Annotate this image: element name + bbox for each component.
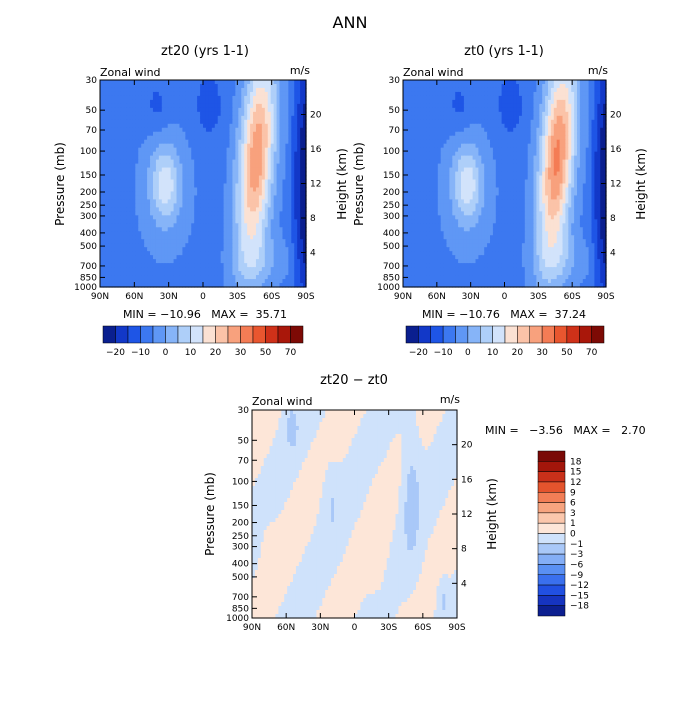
plot-area: 90N 60N 30N 0 30S 60S 90S 30 50 70 100 150 200 250300…	[74, 76, 322, 302]
panel-title: zt0 (yrs 1-1)	[464, 44, 544, 59]
y-tick-label: 500	[80, 242, 97, 252]
colorbar-label: 0	[163, 348, 169, 358]
x-tick-label: 0	[200, 292, 206, 302]
right-axis-label: Height (km)	[634, 148, 648, 219]
colorbar-label: 70	[285, 348, 297, 358]
variable-label: Zonal wind	[403, 66, 464, 79]
colorbar-swatch	[153, 326, 166, 343]
colorbar-swatch	[291, 326, 304, 343]
colorbar-swatch	[203, 326, 216, 343]
colorbar-swatch	[166, 326, 179, 343]
panel-title: zt20 (yrs 1-1)	[161, 44, 249, 59]
colorbar-swatch	[253, 326, 266, 343]
units-label: m/s	[588, 64, 608, 77]
colorbar-swatch	[216, 326, 229, 343]
y-axis-label: Pressure (mb)	[352, 142, 366, 226]
height-tick-label: 12	[310, 180, 321, 190]
colorbar-swatch	[141, 326, 154, 343]
x-tick-label: 30S	[229, 292, 246, 302]
y-tick-label: 400	[80, 229, 97, 239]
colorbar-swatch	[278, 326, 291, 343]
x-tick-label: 30N	[160, 292, 178, 302]
colorbar-label: 10	[185, 348, 197, 358]
x-tick-label: 90S	[297, 292, 314, 302]
y-tick-label: 70	[86, 126, 98, 136]
y-axis-label: Pressure (mb)	[53, 142, 67, 226]
page-title: ANN	[333, 13, 368, 32]
height-tick-label: 8	[310, 214, 316, 224]
colorbar-label: 30	[235, 348, 247, 358]
y-tick-label: 850	[80, 273, 97, 283]
variable-label: Zonal wind	[100, 66, 161, 79]
colorbar-swatch	[128, 326, 141, 343]
colorbar-swatch	[241, 326, 254, 343]
colorbar-swatch	[103, 326, 116, 343]
colorbar-swatch	[178, 326, 191, 343]
y-tick-label: 150	[80, 171, 97, 181]
x-tick-label: 90N	[91, 292, 109, 302]
y-tick-label: 200	[80, 188, 97, 198]
units-label: m/s	[290, 64, 310, 77]
height-tick-label: 4	[310, 249, 316, 259]
colorbar-swatch	[228, 326, 241, 343]
colorbar-label: −20	[106, 348, 125, 358]
x-tick-label: 60N	[125, 292, 143, 302]
height-tick-label: 16	[310, 145, 322, 155]
y-tick-label: 300	[80, 212, 97, 222]
stats-line: MIN = −10.96 MAX = 35.71	[123, 308, 287, 321]
colorbar-swatch	[191, 326, 204, 343]
y-tick-label: 250	[80, 201, 97, 211]
y-tick-label: 50	[86, 106, 98, 116]
y-tick-label: 1000	[74, 283, 97, 293]
colorbar-swatch	[266, 326, 279, 343]
colorbar-label: 20	[210, 348, 222, 358]
right-axis-label: Height (km)	[335, 148, 349, 219]
colorbar-label: 50	[260, 348, 272, 358]
colorbar-swatch	[116, 326, 129, 343]
colorbar-label: −10	[131, 348, 150, 358]
height-tick-label: 20	[310, 111, 322, 121]
x-tick-label: 60S	[263, 292, 280, 302]
y-tick-label: 100	[80, 147, 97, 157]
y-tick-label: 700	[80, 262, 97, 272]
y-tick-label: 30	[86, 76, 98, 86]
